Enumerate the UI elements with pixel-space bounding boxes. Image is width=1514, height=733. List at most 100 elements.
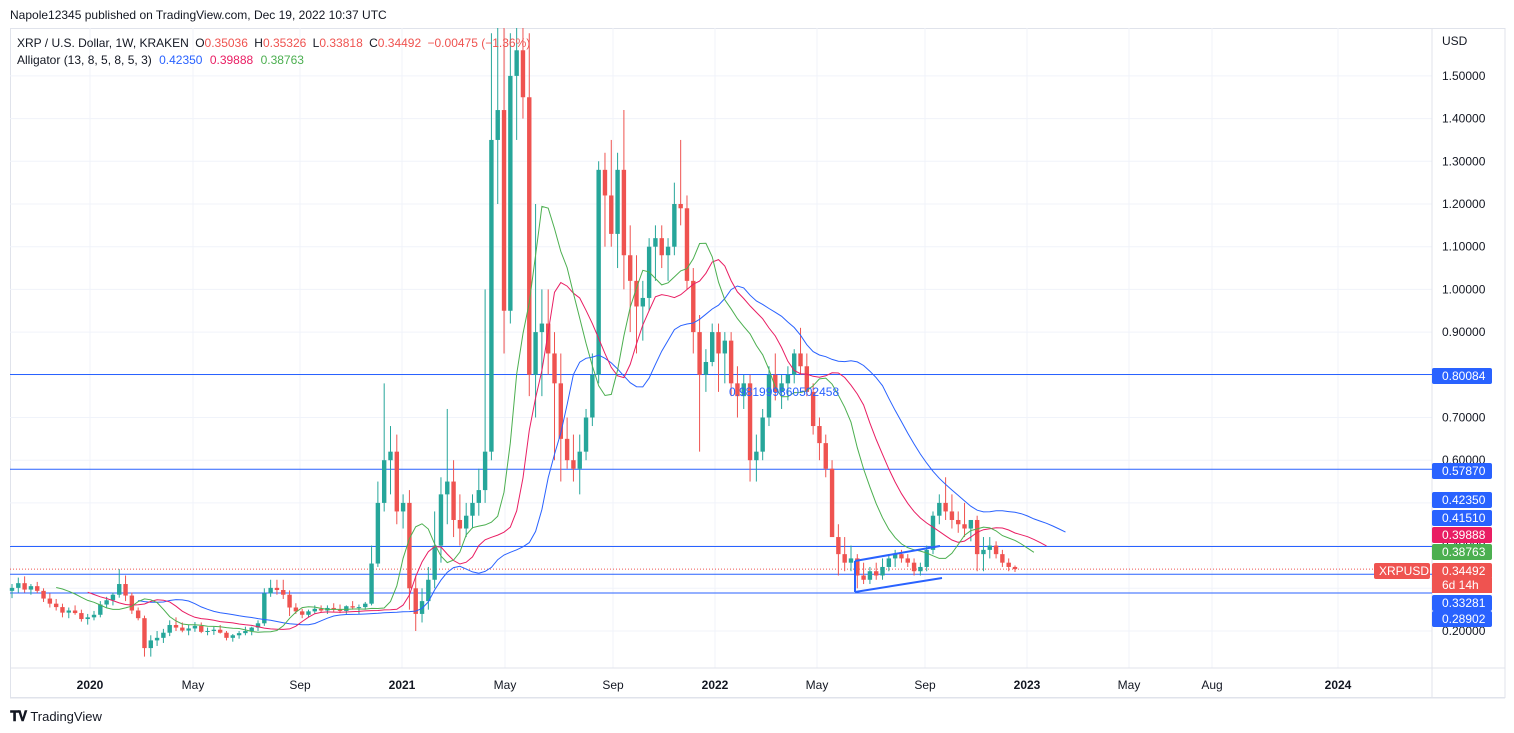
candle xyxy=(363,601,368,610)
candle xyxy=(722,332,728,384)
candle-body xyxy=(520,50,526,98)
candle-body xyxy=(905,558,910,563)
candle-body xyxy=(766,374,772,418)
candle-body xyxy=(85,617,90,620)
candle xyxy=(407,490,412,610)
candle xyxy=(949,494,955,529)
x-axis-tick-label: 2022 xyxy=(702,678,729,692)
candle-body xyxy=(350,606,355,608)
change-value: −0.00475 (−1.36%) xyxy=(427,36,531,50)
price-label-box xyxy=(1432,544,1492,560)
candle xyxy=(672,182,677,256)
price-label-text: 0.42350 xyxy=(1442,493,1486,507)
candle-body xyxy=(628,255,633,281)
candle xyxy=(760,408,765,461)
low-label: L xyxy=(312,36,320,50)
candle xyxy=(501,28,507,354)
candle xyxy=(766,366,772,427)
x-axis-tick-label: Sep xyxy=(914,678,936,692)
candle xyxy=(476,468,482,516)
price-label-box xyxy=(1432,595,1492,611)
publisher-line: Napole12345 published on TradingView.com… xyxy=(10,8,387,22)
candle xyxy=(1006,558,1011,572)
candle xyxy=(533,204,538,418)
candle-body xyxy=(703,361,709,375)
candle xyxy=(703,349,709,392)
candle xyxy=(281,579,286,599)
alligator-teeth-line xyxy=(87,259,1047,630)
candle xyxy=(918,562,923,576)
candle xyxy=(438,477,444,563)
candle-body xyxy=(173,625,179,628)
candle-body xyxy=(129,595,135,611)
candle-body xyxy=(489,139,494,452)
candle-body xyxy=(217,629,223,633)
candle xyxy=(665,238,671,281)
candle-body xyxy=(583,417,589,452)
candle xyxy=(886,554,892,572)
candle-body xyxy=(400,502,406,512)
price-label-box xyxy=(1432,368,1492,384)
candle-body xyxy=(596,169,601,375)
candle-body xyxy=(186,628,191,631)
candle-body xyxy=(79,613,84,620)
candle xyxy=(85,613,90,625)
candle-body xyxy=(205,631,210,632)
candle-body xyxy=(451,481,456,520)
candle xyxy=(974,515,980,572)
candle-body xyxy=(987,545,992,550)
candle-body xyxy=(874,571,879,576)
candle-body xyxy=(236,633,242,636)
candle-body xyxy=(829,468,835,538)
indicator-title[interactable]: Alligator (13, 8, 5, 8, 5, 3) xyxy=(17,53,152,67)
candle-body xyxy=(91,614,97,618)
candle-body xyxy=(722,340,728,354)
candle xyxy=(274,579,280,595)
candle-body xyxy=(602,169,608,196)
candle xyxy=(653,225,658,281)
candle-body xyxy=(810,391,816,427)
candle-body xyxy=(476,490,482,503)
candle-body xyxy=(356,607,362,609)
candle-body xyxy=(798,353,803,367)
candle-body xyxy=(281,590,286,595)
candle xyxy=(400,494,406,529)
x-axis-tick-label: Aug xyxy=(1201,678,1222,692)
alligator-jaw-line xyxy=(138,285,1066,626)
candle xyxy=(571,434,576,482)
y-axis-tick-label: 1.40000 xyxy=(1442,112,1486,126)
candle xyxy=(123,575,128,602)
candle xyxy=(192,622,198,632)
candle-body xyxy=(72,610,78,614)
candle-body xyxy=(287,594,292,608)
candle-body xyxy=(445,481,450,495)
x-axis-tick-label: 2020 xyxy=(77,678,104,692)
candle xyxy=(609,139,614,247)
candle xyxy=(419,588,425,623)
currency-label[interactable]: USD xyxy=(1442,34,1468,48)
candle-body xyxy=(968,519,974,529)
candle xyxy=(470,494,475,529)
price-axis-label: 0.41510 xyxy=(1432,510,1492,526)
candle-body xyxy=(672,204,677,247)
candle xyxy=(135,607,141,621)
candle-body xyxy=(274,587,280,591)
brand-name[interactable]: TradingView xyxy=(30,709,102,724)
close-value: 0.34492 xyxy=(377,36,422,50)
candle-body xyxy=(691,280,696,333)
symbol-tag-text: XRPUSD xyxy=(1379,564,1429,578)
candle-body xyxy=(9,587,15,591)
candle xyxy=(47,593,53,608)
tradingview-logo-icon: 𝐓𝐕 xyxy=(10,708,27,724)
x-axis-tick-label: Sep xyxy=(289,678,311,692)
candle-body xyxy=(98,604,103,615)
candle xyxy=(91,610,97,621)
candle xyxy=(457,494,463,546)
candle xyxy=(874,562,879,580)
x-axis-tick-label: 2021 xyxy=(389,678,416,692)
candle xyxy=(161,628,166,643)
candle-body xyxy=(779,383,784,392)
candle xyxy=(388,426,393,495)
y-axis-tick-label: 1.00000 xyxy=(1442,282,1486,296)
